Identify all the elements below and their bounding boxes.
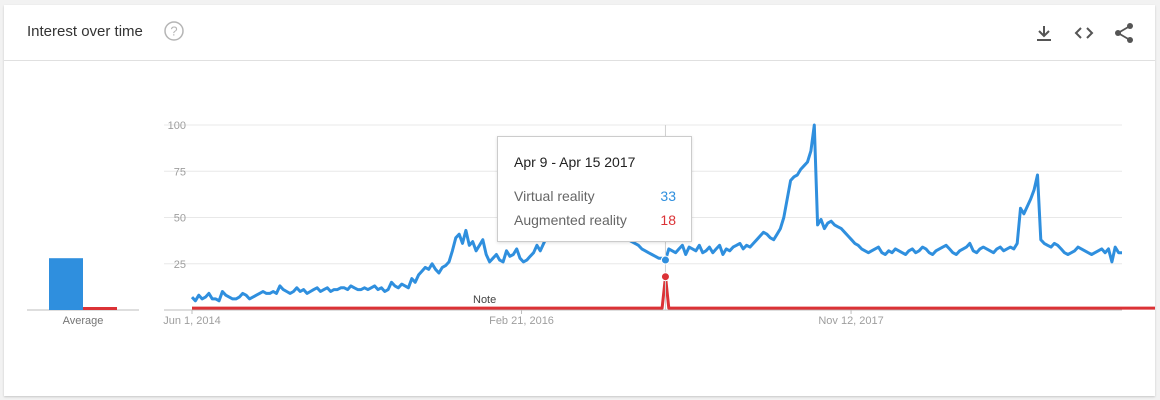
tooltip-label: Augmented reality (514, 212, 627, 228)
series-line-virtual-reality (190, 123, 1122, 303)
chart-area: 25 50 75 100 Jun 1, 2014 Feb 21, 2016 Nov 12, … (27, 120, 1155, 327)
tooltip-row-augmented-reality: Augmented reality 18 (514, 212, 676, 230)
hover-point-augmented-reality (660, 272, 670, 282)
x-tick-label: Feb 21, 2016 (489, 315, 554, 327)
average-bar-augmented-reality (83, 307, 117, 310)
tooltip-value: 18 (660, 212, 676, 228)
y-tick-label: 75 (174, 166, 186, 178)
tooltip-row-virtual-reality: Virtual reality 33 (514, 188, 676, 206)
tooltip-value: 33 (660, 188, 676, 204)
share-icon[interactable] (1112, 21, 1136, 45)
interest-over-time-card: Interest over time ? 25 50 75 100 Jun 1, 201… (4, 5, 1155, 396)
y-tick-label: 50 (174, 213, 186, 225)
download-icon[interactable] (1032, 21, 1056, 45)
average-label: Average (63, 315, 104, 327)
x-tick-label: Nov 12, 2017 (818, 315, 883, 327)
embed-icon[interactable] (1072, 21, 1096, 45)
svg-text:?: ? (170, 24, 177, 39)
tooltip-label: Virtual reality (514, 188, 595, 204)
y-tick-label: 100 (168, 120, 186, 132)
series-line-augmented-reality (192, 275, 1155, 310)
card-title: Interest over time (27, 23, 143, 40)
tooltip-date: Apr 9 - Apr 15 2017 (514, 154, 636, 170)
hover-tooltip: Apr 9 - Apr 15 2017 Virtual reality 33 A… (497, 136, 692, 242)
hover-point-virtual-reality (660, 255, 670, 265)
help-icon[interactable]: ? (164, 21, 184, 41)
y-tick-label: 25 (174, 259, 186, 271)
average-bar-virtual-reality (49, 258, 83, 310)
note-annotation: Note (473, 294, 496, 306)
x-tick-label: Jun 1, 2014 (163, 315, 221, 327)
card-header: Interest over time ? (4, 5, 1155, 61)
